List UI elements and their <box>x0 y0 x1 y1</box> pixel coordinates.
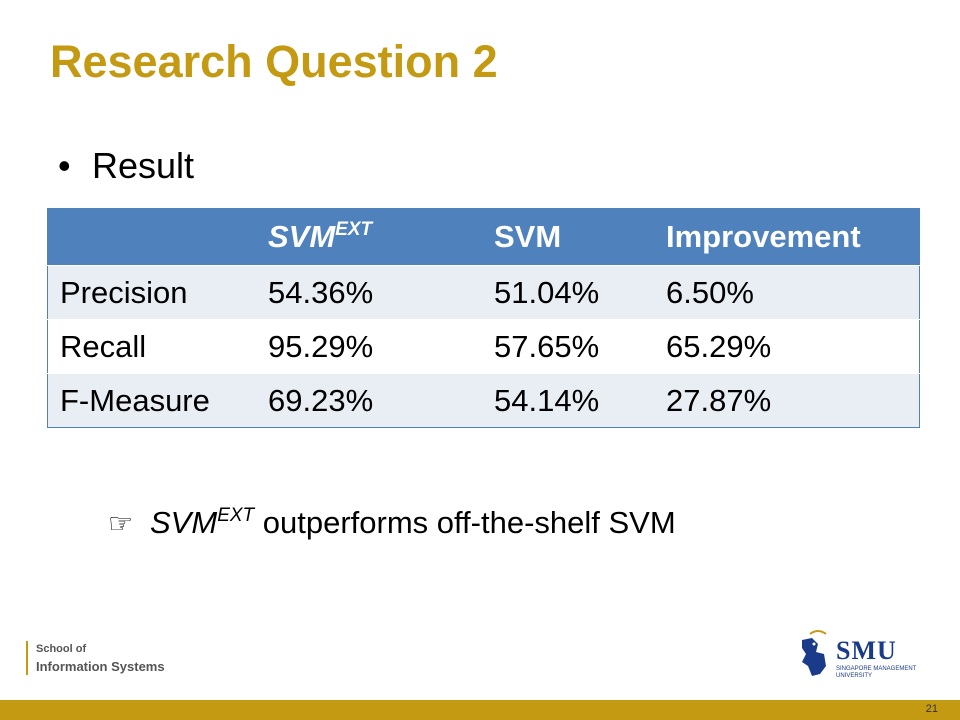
cell-svm: 54.14% <box>482 373 654 428</box>
page-number: 21 <box>925 703 938 715</box>
footer-bar: 21 <box>0 700 960 720</box>
logo-line-2: UNIVERSITY <box>836 673 873 679</box>
table-row: F-Measure 69.23% 54.14% 27.87% <box>47 373 920 428</box>
header-improvement: Improvement <box>654 208 920 266</box>
results-table: SVMEXT SVM Improvement Precision 54.36% … <box>47 208 920 428</box>
cell-svm: 51.04% <box>482 265 654 320</box>
header-superscript: EXT <box>335 219 373 240</box>
row-label: Precision <box>47 265 256 320</box>
table-row: Precision 54.36% 51.04% 6.50% <box>47 265 920 320</box>
cell-svm-ext: 54.36% <box>256 265 482 320</box>
pointing-hand-icon: ☞ <box>108 507 134 540</box>
conclusion-text: outperforms off-the-shelf SVM <box>254 505 676 540</box>
header-svm-ext: SVMEXT <box>256 208 482 266</box>
logo-line-1: SINGAPORE MANAGEMENT <box>836 666 917 672</box>
cell-svm-ext: 69.23% <box>256 373 482 428</box>
row-label: F-Measure <box>47 373 256 428</box>
row-label: Recall <box>47 319 256 374</box>
logo-name: SMU <box>836 636 897 665</box>
cell-improvement: 6.50% <box>654 265 920 320</box>
lion-crest-icon <box>802 630 827 676</box>
result-bullet: • Result <box>58 145 194 187</box>
bullet-text: Result <box>92 145 195 186</box>
conclusion-term: SVM <box>150 505 218 540</box>
table-header-row: SVMEXT SVM Improvement <box>47 208 920 266</box>
conclusion-line: ☞ SVMEXT outperforms off-the-shelf SVM <box>108 505 676 541</box>
school-line-1: School of <box>36 643 87 655</box>
header-empty <box>47 208 256 266</box>
cell-improvement: 27.87% <box>654 373 920 428</box>
smu-logo: SMU SINGAPORE MANAGEMENT UNIVERSITY <box>796 626 926 692</box>
school-label: School of Information Systems <box>26 641 165 675</box>
conclusion-superscript: EXT <box>217 505 255 526</box>
cell-improvement: 65.29% <box>654 319 920 374</box>
header-svm: SVM <box>482 208 654 266</box>
cell-svm: 57.65% <box>482 319 654 374</box>
cell-svm-ext: 95.29% <box>256 319 482 374</box>
table-row: Recall 95.29% 57.65% 65.29% <box>47 319 920 374</box>
school-line-2: Information Systems <box>36 659 165 674</box>
bullet-marker: • <box>58 145 71 186</box>
slide-title: Research Question 2 <box>50 36 498 87</box>
